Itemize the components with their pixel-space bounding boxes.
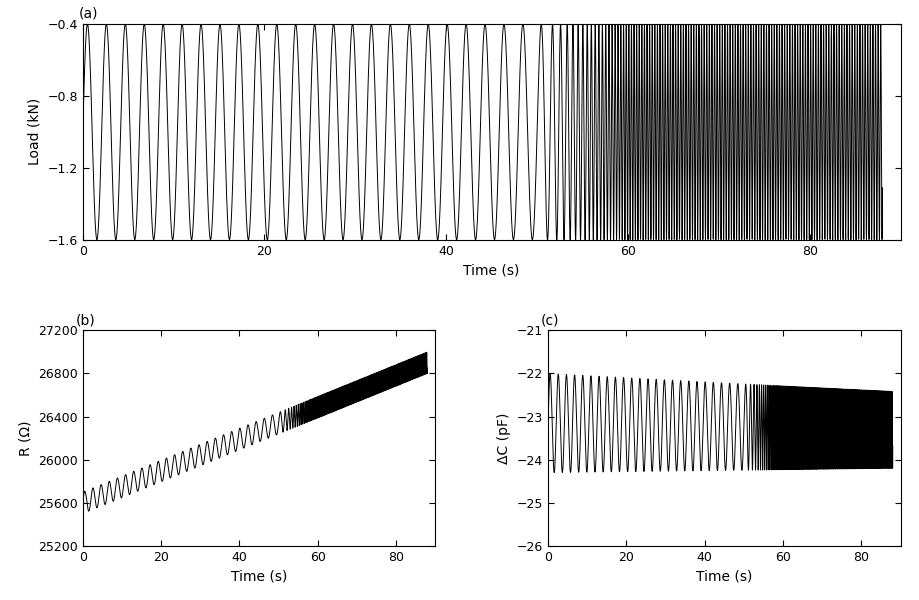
Text: (b): (b) xyxy=(75,313,96,327)
X-axis label: Time (s): Time (s) xyxy=(463,263,520,277)
Text: (c): (c) xyxy=(541,313,560,327)
Y-axis label: ΔC (pF): ΔC (pF) xyxy=(497,412,511,464)
Text: (a): (a) xyxy=(79,7,98,21)
X-axis label: Time (s): Time (s) xyxy=(697,569,753,583)
Y-axis label: Load (kN): Load (kN) xyxy=(28,98,41,166)
X-axis label: Time (s): Time (s) xyxy=(231,569,287,583)
Y-axis label: R (Ω): R (Ω) xyxy=(18,421,32,456)
